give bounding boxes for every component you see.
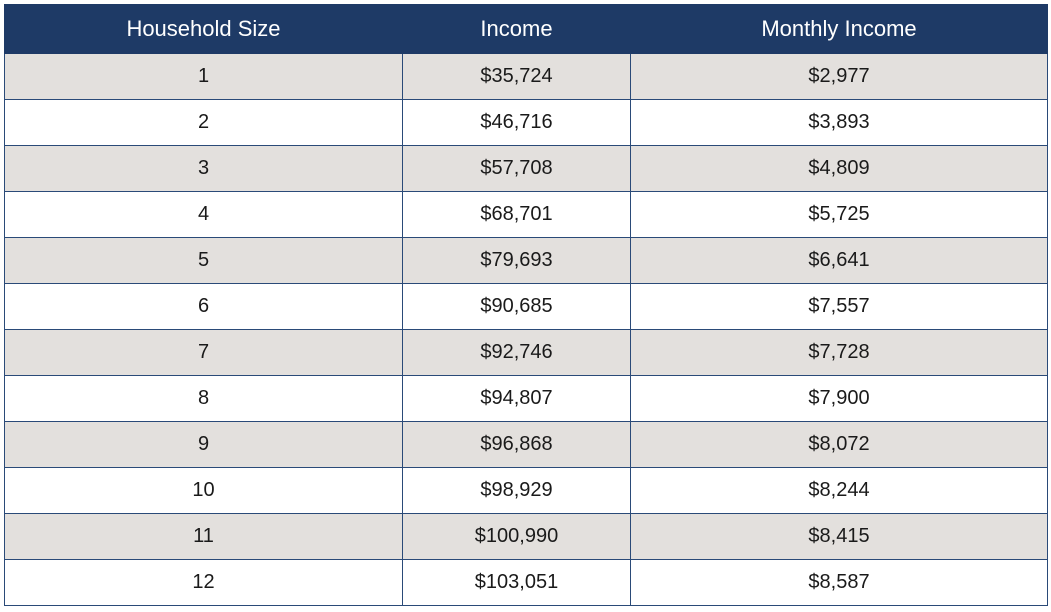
table-row: 1 $35,724 $2,977	[4, 53, 1048, 100]
cell-income: $35,724	[402, 53, 631, 100]
cell-income: $46,716	[402, 99, 631, 146]
cell-household-size: 4	[4, 191, 403, 238]
table-row: 4 $68,701 $5,725	[4, 191, 1048, 238]
table-row: 3 $57,708 $4,809	[4, 145, 1048, 192]
cell-income: $92,746	[402, 329, 631, 376]
cell-household-size: 6	[4, 283, 403, 330]
table-row: 12 $103,051 $8,587	[4, 559, 1048, 606]
cell-household-size: 11	[4, 513, 403, 560]
cell-household-size: 7	[4, 329, 403, 376]
cell-income: $79,693	[402, 237, 631, 284]
cell-monthly-income: $3,893	[630, 99, 1048, 146]
table-row: 5 $79,693 $6,641	[4, 237, 1048, 284]
cell-monthly-income: $8,244	[630, 467, 1048, 514]
income-table-container: Household Size Income Monthly Income 1 $…	[4, 4, 1048, 606]
table-body: 1 $35,724 $2,977 2 $46,716 $3,893 3 $57,…	[4, 53, 1048, 606]
header-row: Household Size Income Monthly Income	[4, 4, 1048, 54]
table-row: 11 $100,990 $8,415	[4, 513, 1048, 560]
cell-income: $98,929	[402, 467, 631, 514]
cell-household-size: 12	[4, 559, 403, 606]
cell-monthly-income: $8,587	[630, 559, 1048, 606]
header-household-size: Household Size	[4, 4, 403, 54]
cell-monthly-income: $6,641	[630, 237, 1048, 284]
cell-household-size: 1	[4, 53, 403, 100]
cell-household-size: 2	[4, 99, 403, 146]
cell-household-size: 5	[4, 237, 403, 284]
header-monthly-income: Monthly Income	[630, 4, 1048, 54]
cell-income: $68,701	[402, 191, 631, 238]
table-row: 7 $92,746 $7,728	[4, 329, 1048, 376]
cell-income: $57,708	[402, 145, 631, 192]
cell-monthly-income: $8,072	[630, 421, 1048, 468]
table-row: 2 $46,716 $3,893	[4, 99, 1048, 146]
cell-income: $96,868	[402, 421, 631, 468]
table-header: Household Size Income Monthly Income	[4, 4, 1048, 54]
cell-household-size: 3	[4, 145, 403, 192]
cell-monthly-income: $4,809	[630, 145, 1048, 192]
cell-income: $103,051	[402, 559, 631, 606]
cell-monthly-income: $7,557	[630, 283, 1048, 330]
cell-monthly-income: $7,900	[630, 375, 1048, 422]
header-income: Income	[402, 4, 631, 54]
cell-monthly-income: $8,415	[630, 513, 1048, 560]
cell-income: $90,685	[402, 283, 631, 330]
cell-household-size: 9	[4, 421, 403, 468]
income-table: Household Size Income Monthly Income 1 $…	[4, 4, 1048, 606]
table-row: 8 $94,807 $7,900	[4, 375, 1048, 422]
cell-income: $94,807	[402, 375, 631, 422]
cell-monthly-income: $5,725	[630, 191, 1048, 238]
table-row: 6 $90,685 $7,557	[4, 283, 1048, 330]
cell-household-size: 10	[4, 467, 403, 514]
cell-monthly-income: $2,977	[630, 53, 1048, 100]
cell-income: $100,990	[402, 513, 631, 560]
cell-monthly-income: $7,728	[630, 329, 1048, 376]
table-row: 10 $98,929 $8,244	[4, 467, 1048, 514]
table-row: 9 $96,868 $8,072	[4, 421, 1048, 468]
cell-household-size: 8	[4, 375, 403, 422]
